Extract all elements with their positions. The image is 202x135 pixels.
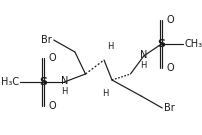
Text: N: N — [60, 76, 68, 86]
Text: H: H — [107, 42, 113, 51]
Text: CH₃: CH₃ — [183, 39, 201, 49]
Text: H: H — [140, 62, 146, 70]
Text: H: H — [61, 87, 67, 97]
Text: O: O — [48, 53, 56, 63]
Text: S: S — [157, 39, 165, 49]
Text: Br: Br — [41, 35, 52, 45]
Text: O: O — [166, 15, 174, 25]
Text: O: O — [48, 101, 56, 111]
Text: O: O — [166, 63, 174, 73]
Text: Br: Br — [163, 103, 174, 113]
Text: H₃C: H₃C — [1, 77, 19, 87]
Text: S: S — [39, 77, 47, 87]
Text: H: H — [102, 89, 108, 98]
Text: N: N — [139, 50, 147, 60]
